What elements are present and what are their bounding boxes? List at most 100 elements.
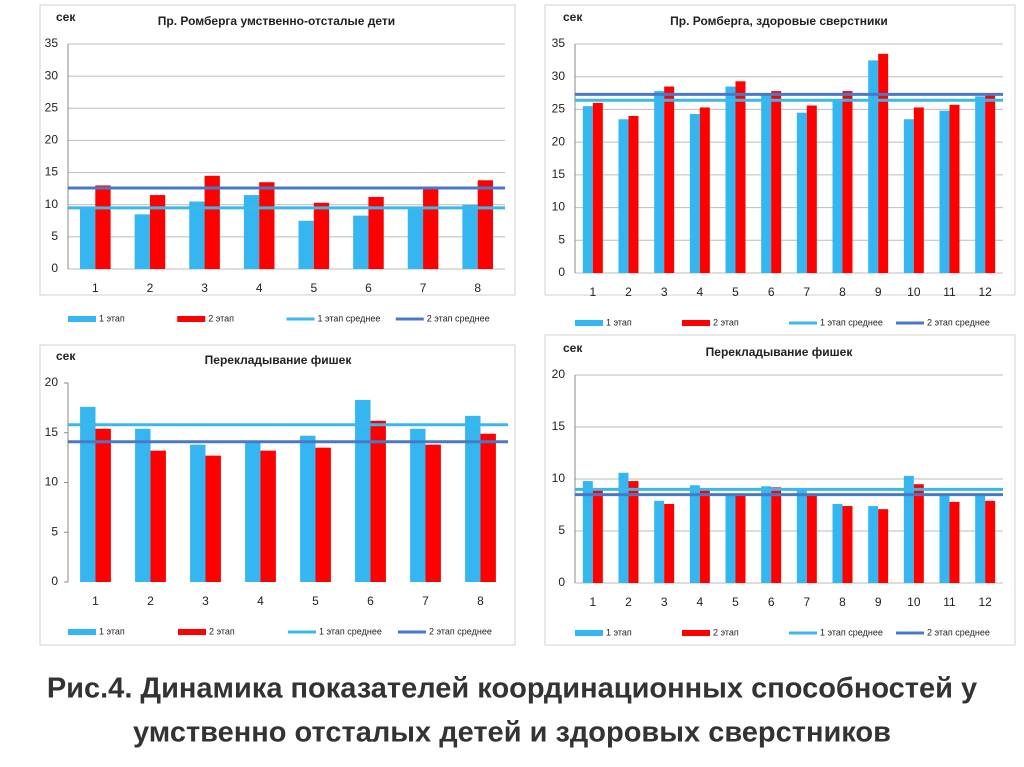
bar bbox=[949, 104, 960, 273]
x-tick-label: 5 bbox=[732, 285, 739, 299]
bar bbox=[975, 96, 986, 273]
caption: умственно отсталых детей и здоровых свер… bbox=[133, 717, 891, 749]
x-tick-label: 8 bbox=[477, 594, 484, 608]
y-tick-label: 25 bbox=[45, 100, 59, 114]
x-tick-label: 1 bbox=[92, 594, 99, 608]
bar bbox=[298, 220, 314, 269]
y-tick-label: 25 bbox=[552, 102, 566, 116]
bar bbox=[985, 94, 996, 273]
x-tick-label: 8 bbox=[839, 285, 846, 299]
bar bbox=[868, 60, 879, 273]
bar bbox=[689, 485, 700, 583]
x-tick-label: 1 bbox=[92, 281, 99, 295]
x-tick-label: 8 bbox=[474, 281, 481, 295]
y-tick-label: 15 bbox=[552, 167, 566, 181]
legend-label: 2 этап bbox=[713, 317, 739, 327]
bar bbox=[842, 506, 853, 583]
x-tick-label: 2 bbox=[147, 594, 154, 608]
legend-label: 2 этап среднее bbox=[427, 313, 490, 323]
x-tick-label: 2 bbox=[625, 285, 632, 299]
x-tick-label: 7 bbox=[422, 594, 429, 608]
y-tick-label: 10 bbox=[552, 471, 566, 485]
bar bbox=[806, 105, 817, 273]
chart-frame bbox=[544, 4, 1016, 296]
legend-swatch bbox=[682, 320, 710, 326]
bar bbox=[771, 91, 782, 273]
legend-label: 2 этап bbox=[208, 313, 234, 323]
bar bbox=[628, 481, 639, 583]
bar bbox=[868, 506, 879, 583]
legend-swatch bbox=[575, 320, 603, 326]
y-tick-label: 20 bbox=[45, 133, 59, 147]
legend-swatch bbox=[68, 629, 96, 635]
legend-label: 1 этап bbox=[99, 313, 125, 323]
bar bbox=[842, 91, 853, 273]
y-tick-label: 0 bbox=[51, 574, 58, 588]
bar bbox=[95, 185, 111, 269]
bar bbox=[189, 201, 205, 269]
bar bbox=[582, 106, 593, 274]
bar bbox=[832, 503, 843, 583]
legend-swatch bbox=[682, 630, 710, 636]
legend-label: 2 этап bbox=[209, 626, 235, 636]
bar bbox=[654, 500, 665, 583]
caption: Рис.4. Динамика показателей координацион… bbox=[47, 673, 977, 705]
x-tick-label: 11 bbox=[943, 285, 956, 299]
y-tick-label: 20 bbox=[552, 134, 566, 148]
legend-label: 2 этап bbox=[713, 627, 739, 637]
y-tick-label: 30 bbox=[45, 68, 59, 82]
bar bbox=[353, 215, 369, 269]
x-tick-label: 3 bbox=[202, 594, 209, 608]
bar bbox=[80, 207, 96, 269]
chart-title: Перекладывание фишек bbox=[205, 353, 353, 367]
bar bbox=[135, 428, 151, 582]
y-tick-label: 5 bbox=[558, 232, 565, 246]
bar bbox=[410, 428, 426, 582]
chart-title: Пр. Ромберга, здоровые сверстники bbox=[670, 14, 888, 28]
bar bbox=[725, 493, 736, 583]
bar bbox=[245, 441, 261, 582]
legend-label: 1 этап среднее bbox=[820, 317, 883, 327]
x-tick-label: 10 bbox=[907, 285, 921, 299]
bar bbox=[949, 501, 960, 583]
x-tick-label: 12 bbox=[978, 285, 992, 299]
y-tick-label: 0 bbox=[558, 265, 565, 279]
bar bbox=[260, 450, 276, 582]
bar bbox=[618, 472, 629, 583]
legend-swatch bbox=[177, 316, 206, 322]
bar bbox=[95, 428, 111, 582]
bar bbox=[477, 180, 493, 269]
bar bbox=[190, 444, 206, 582]
bar bbox=[796, 490, 807, 583]
y-tick-label: 15 bbox=[45, 425, 59, 439]
bar bbox=[618, 119, 629, 273]
bar bbox=[370, 420, 386, 582]
bar bbox=[913, 484, 924, 583]
x-tick-label: 4 bbox=[696, 285, 703, 299]
bar bbox=[480, 433, 496, 582]
x-tick-label: 6 bbox=[768, 595, 775, 609]
bar bbox=[423, 188, 439, 269]
bar bbox=[407, 207, 424, 269]
y-tick-label: 5 bbox=[51, 524, 58, 538]
bar bbox=[425, 444, 441, 582]
bar bbox=[761, 93, 772, 273]
bar bbox=[689, 114, 700, 273]
bar bbox=[259, 182, 275, 269]
bar bbox=[735, 495, 746, 583]
bar bbox=[903, 475, 914, 583]
x-tick-label: 1 bbox=[589, 595, 596, 609]
bar bbox=[654, 91, 665, 273]
x-tick-label: 7 bbox=[803, 595, 810, 609]
chart-frame bbox=[39, 4, 516, 296]
bar bbox=[80, 406, 96, 582]
bar bbox=[664, 503, 675, 583]
bar bbox=[204, 175, 220, 269]
bar bbox=[761, 486, 772, 583]
y-tick-label: 35 bbox=[552, 36, 566, 50]
bar bbox=[878, 509, 889, 583]
bar bbox=[368, 197, 384, 269]
legend-swatch bbox=[68, 316, 96, 322]
bar bbox=[465, 415, 481, 582]
